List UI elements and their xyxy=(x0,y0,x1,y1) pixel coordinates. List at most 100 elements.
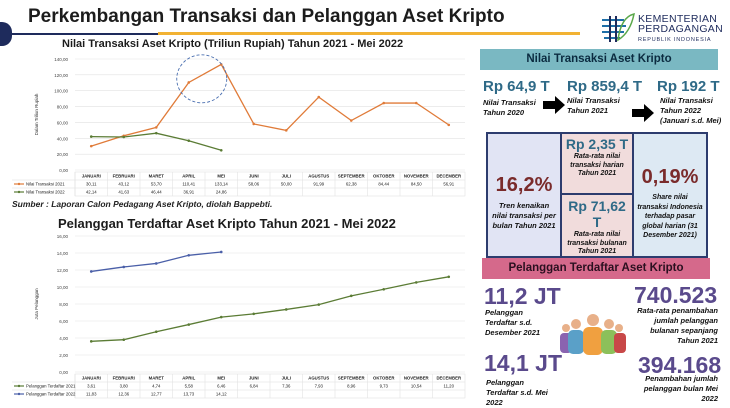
y-tick-label: 10,00 xyxy=(57,285,69,290)
arrow-right-icon xyxy=(543,96,565,114)
data-point xyxy=(447,123,451,127)
stat-may-add-label: Penambahan jumlah pelanggan bulan Mei 20… xyxy=(643,374,718,403)
stat-avg-monthly: 740.523 xyxy=(634,282,718,308)
data-point xyxy=(252,312,256,316)
data-label: 12,77 xyxy=(151,392,162,397)
legend-marker xyxy=(17,182,21,186)
data-label: 24,86 xyxy=(216,190,227,195)
value-2020: Rp 64,9 T xyxy=(483,78,550,95)
stat-dec-2021-label: Pelanggan Terdaftar s.d. Desember 2021 xyxy=(485,308,541,337)
data-label: 9,73 xyxy=(380,384,389,389)
legend-label: Nilai Transaksi 2022 xyxy=(26,190,65,195)
category-label: APRIL xyxy=(182,376,195,381)
stat-may-2022: 14,1 JT xyxy=(484,350,562,376)
series-line-1 xyxy=(91,63,450,147)
data-point xyxy=(382,101,386,105)
y-tick-label: 0,00 xyxy=(59,370,68,375)
category-label: MEI xyxy=(217,174,225,179)
tren-value: 16,2% xyxy=(495,174,553,196)
source-note: Sumber : Laporan Calon Pedagang Aset Kri… xyxy=(12,199,273,209)
data-point xyxy=(122,265,126,269)
legend-label: Pelanggan Terdaftar 2022 xyxy=(26,392,76,397)
label-2022: Nilai Transaksi Tahun 2022 (Januari s.d.… xyxy=(660,96,722,125)
data-point xyxy=(382,287,386,291)
data-label: 36,91 xyxy=(183,190,194,195)
data-label: 56,91 xyxy=(443,182,454,187)
data-label: 62,38 xyxy=(346,182,357,187)
data-label: 50,00 xyxy=(281,182,292,187)
data-point xyxy=(349,119,353,122)
category-label: FEBRUARI xyxy=(113,174,135,179)
y-tick-label: 80,00 xyxy=(57,105,69,110)
category-label: OKTOBER xyxy=(373,376,395,381)
data-label: 10,54 xyxy=(411,384,422,389)
legend-label: Nilai Transaksi 2021 xyxy=(26,182,65,187)
data-point xyxy=(284,308,288,311)
data-point xyxy=(447,275,451,279)
share-label: Share nilai transaksi Indonesia terhadap… xyxy=(637,194,703,239)
data-point xyxy=(154,330,158,334)
data-point xyxy=(154,262,158,265)
data-label: 7,36 xyxy=(282,384,291,389)
highlight-circle xyxy=(176,54,228,104)
data-point xyxy=(252,122,256,126)
data-point xyxy=(89,270,93,273)
stat-may-add: 394.168 xyxy=(638,352,722,378)
y-tick-label: 40,00 xyxy=(57,136,69,141)
bulanan-label: Rata-rata nilai transaksi bulanan Tahun … xyxy=(567,231,627,255)
category-label: JULI xyxy=(282,174,291,179)
legend-marker xyxy=(17,190,21,194)
y-tick-label: 120,00 xyxy=(54,73,68,78)
data-point xyxy=(349,294,353,298)
data-label: 3,80 xyxy=(120,384,129,389)
logo-text-1: KEMENTERIAN xyxy=(638,13,718,25)
data-point xyxy=(219,250,223,254)
y-tick-label: 12,00 xyxy=(57,268,69,273)
y-tick-label: 16,00 xyxy=(57,234,69,239)
stat-dec-2021: 11,2 JT xyxy=(484,283,561,309)
harian-label: Rata-rata nilai transaksi harian Tahun 2… xyxy=(570,153,624,177)
arrow-right-icon xyxy=(632,104,654,122)
y-tick-label: 140,00 xyxy=(54,57,68,62)
data-point xyxy=(414,101,418,105)
category-label: DECEMBER xyxy=(436,376,461,381)
legend-marker xyxy=(17,392,21,396)
page-title: Perkembangan Transaksi dan Pelanggan Ase… xyxy=(28,6,505,27)
chart1-title: Nilai Transaksi Aset Kripto (Triliun Rup… xyxy=(62,38,404,50)
y-tick-label: 60,00 xyxy=(57,120,69,125)
category-label: MEI xyxy=(217,376,225,381)
series-line-2 xyxy=(91,251,222,273)
data-label: 43,12 xyxy=(118,182,129,187)
y-tick-label: 8,00 xyxy=(59,302,68,307)
category-label: SEPTEMBER xyxy=(338,174,366,179)
data-point xyxy=(154,126,158,129)
bulanan-box: Rp 71,62 T Rata-rata nilai transaksi bul… xyxy=(560,193,634,258)
data-label: 8,96 xyxy=(347,384,356,389)
y-tick-label: 100,00 xyxy=(54,89,68,94)
y-axis-label: Juta Pelanggan xyxy=(34,288,39,320)
data-label: 11,83 xyxy=(86,392,97,397)
data-label: 41,63 xyxy=(118,190,129,195)
category-label: JUNI xyxy=(249,174,259,179)
logo-emblem-icon xyxy=(602,12,635,42)
data-point xyxy=(89,135,93,138)
data-point xyxy=(219,315,223,319)
data-point xyxy=(122,135,126,139)
customer-summary-header: Pelanggan Terdaftar Aset Kripto xyxy=(482,258,710,279)
category-label: NOVEMBER xyxy=(404,376,430,381)
share-box: 0,19% Share nilai transaksi Indonesia te… xyxy=(632,132,708,258)
header-divider-navy xyxy=(0,33,158,35)
logo-text-3: REPUBLIK INDONESIA xyxy=(638,37,712,43)
category-label: SEPTEMBER xyxy=(338,376,366,381)
y-tick-label: 2,00 xyxy=(59,353,68,358)
y-axis-label: Dalam Triliun Rupiah xyxy=(34,93,39,135)
chart2-title: Pelanggan Terdaftar Aset Kripto Tahun 20… xyxy=(58,216,396,231)
data-label: 13,73 xyxy=(183,392,194,397)
data-point xyxy=(187,253,191,257)
data-point xyxy=(414,281,418,284)
data-point xyxy=(284,129,288,132)
category-label: AGUSTUS xyxy=(308,174,329,179)
y-tick-label: 6,00 xyxy=(59,319,68,324)
category-label: NOVEMBER xyxy=(404,174,430,179)
data-point xyxy=(187,323,191,326)
